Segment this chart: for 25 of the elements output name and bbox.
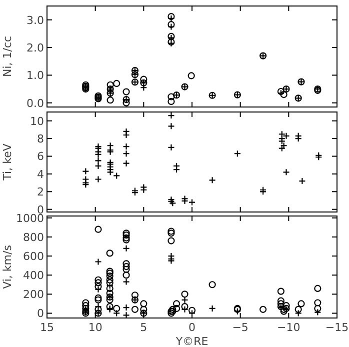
y-tick-label: 1.0 — [26, 69, 44, 82]
y-tick-label: 600 — [23, 250, 44, 264]
x-tick-label: −10 — [277, 321, 300, 334]
y-tick-label: 400 — [23, 269, 44, 282]
x-tick-label: 5 — [140, 321, 148, 334]
y-tick-label: 800 — [23, 230, 44, 244]
y-tick-label: 8 — [37, 132, 44, 146]
y-axis-title: Ni, 1/cc — [1, 36, 14, 78]
x-axis-title: Y©RE — [174, 335, 208, 347]
y-tick-label: 2 — [37, 186, 44, 199]
y-tick-label: 6 — [37, 150, 44, 164]
x-tick-label: 0 — [188, 321, 196, 334]
y-axis-title: Ti, keV — [1, 143, 14, 182]
y-tick-label: 2.0 — [26, 42, 44, 55]
x-tick-label: 15 — [40, 321, 54, 334]
y-tick-label: 0.0 — [26, 96, 44, 110]
y-axis-title: Vi, km/s — [1, 244, 14, 289]
y-tick-label: 10 — [30, 114, 44, 128]
y-tick-label: 200 — [23, 288, 44, 302]
y-tick-label: 0 — [37, 307, 44, 320]
x-tick-label: −15 — [325, 321, 349, 334]
x-tick-label: −5 — [232, 321, 248, 334]
y-tick-label: 3.0 — [26, 14, 44, 27]
x-tick-label: 10 — [88, 321, 102, 334]
y-tick-label: 4 — [37, 168, 44, 181]
